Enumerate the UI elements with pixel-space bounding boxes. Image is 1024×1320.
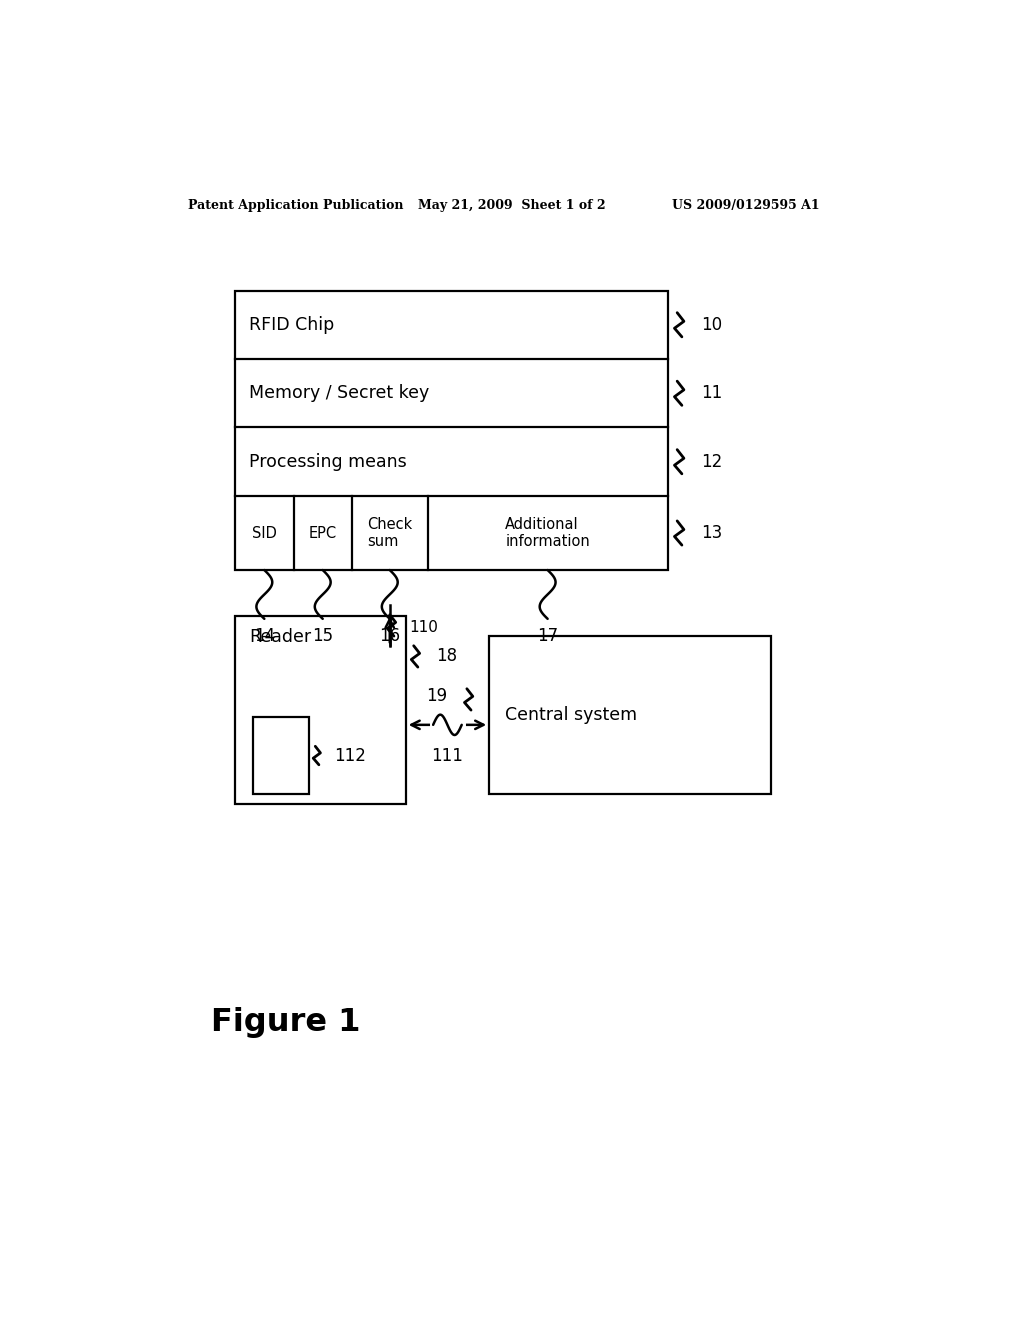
Bar [489, 636, 771, 793]
Text: Memory / Secret key: Memory / Secret key [250, 384, 430, 403]
Text: Processing means: Processing means [250, 453, 408, 471]
Text: 17: 17 [537, 627, 558, 645]
Text: 18: 18 [436, 647, 457, 665]
Bar [236, 615, 406, 804]
Text: 110: 110 [410, 620, 438, 635]
Text: Additional
information: Additional information [505, 517, 590, 549]
Text: 16: 16 [379, 627, 400, 645]
Text: Patent Application Publication: Patent Application Publication [187, 199, 403, 213]
Bar [253, 718, 309, 793]
Text: RFID Chip: RFID Chip [250, 315, 335, 334]
Text: Figure 1: Figure 1 [211, 1007, 360, 1038]
Text: 13: 13 [701, 524, 722, 543]
Text: Reader: Reader [250, 628, 311, 645]
Text: 19: 19 [426, 688, 447, 705]
Text: 11: 11 [701, 384, 722, 403]
Text: 10: 10 [701, 315, 722, 334]
Text: 112: 112 [334, 747, 367, 764]
Text: 12: 12 [701, 453, 722, 471]
Text: Central system: Central system [505, 706, 637, 723]
Text: May 21, 2009  Sheet 1 of 2: May 21, 2009 Sheet 1 of 2 [418, 199, 605, 213]
Text: SID: SID [252, 525, 276, 540]
Text: EPC: EPC [308, 525, 337, 540]
Text: 111: 111 [431, 747, 464, 766]
Text: US 2009/0129595 A1: US 2009/0129595 A1 [672, 199, 819, 213]
Text: 15: 15 [312, 627, 333, 645]
Text: 14: 14 [254, 627, 274, 645]
Text: Check
sum: Check sum [368, 517, 413, 549]
Bar [236, 290, 668, 570]
